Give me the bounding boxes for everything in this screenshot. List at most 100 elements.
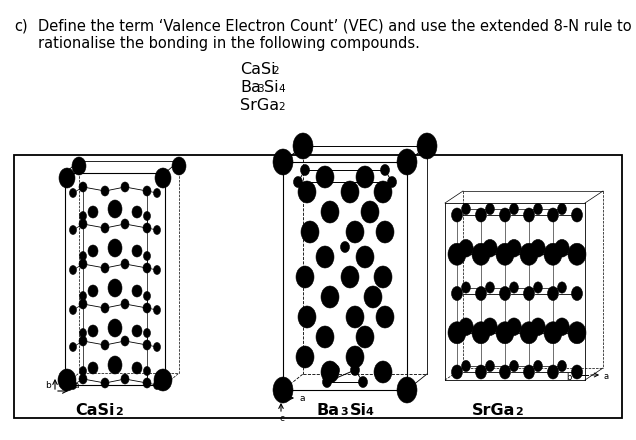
Ellipse shape [499, 365, 511, 379]
Ellipse shape [101, 263, 109, 273]
Ellipse shape [534, 360, 543, 372]
Ellipse shape [387, 176, 396, 187]
Ellipse shape [316, 246, 334, 268]
Ellipse shape [153, 225, 160, 235]
Ellipse shape [361, 201, 379, 223]
Ellipse shape [79, 219, 87, 229]
Ellipse shape [79, 259, 87, 269]
Ellipse shape [472, 243, 490, 265]
Ellipse shape [448, 243, 466, 265]
Ellipse shape [452, 208, 462, 222]
Ellipse shape [121, 374, 129, 384]
Ellipse shape [531, 318, 545, 336]
Ellipse shape [298, 181, 316, 203]
Ellipse shape [155, 168, 171, 188]
Ellipse shape [397, 377, 417, 403]
Ellipse shape [356, 166, 374, 188]
Text: 3: 3 [257, 84, 264, 94]
Ellipse shape [316, 326, 334, 348]
Ellipse shape [59, 168, 75, 188]
Ellipse shape [293, 133, 313, 159]
Text: Define the term ‘Valence Electron Count’ (VEC) and use the extended 8-N rule to: Define the term ‘Valence Electron Count’… [38, 18, 632, 33]
Ellipse shape [483, 239, 497, 257]
Ellipse shape [80, 329, 86, 337]
Ellipse shape [572, 208, 583, 222]
Ellipse shape [486, 282, 494, 293]
Ellipse shape [356, 246, 374, 268]
Ellipse shape [417, 133, 437, 159]
Text: b: b [567, 373, 572, 381]
Ellipse shape [79, 336, 87, 346]
Ellipse shape [101, 378, 109, 388]
Ellipse shape [555, 239, 569, 257]
Ellipse shape [544, 243, 562, 265]
Ellipse shape [121, 182, 129, 192]
Ellipse shape [143, 263, 151, 273]
Ellipse shape [143, 223, 151, 233]
Ellipse shape [121, 259, 129, 269]
Text: a: a [73, 381, 78, 390]
Text: SrGa: SrGa [240, 98, 279, 113]
Ellipse shape [548, 208, 558, 222]
Ellipse shape [144, 329, 151, 337]
Ellipse shape [88, 206, 98, 218]
Ellipse shape [143, 378, 151, 388]
Ellipse shape [523, 365, 534, 379]
Ellipse shape [572, 286, 583, 301]
Ellipse shape [79, 299, 87, 309]
Ellipse shape [483, 318, 497, 336]
Ellipse shape [558, 360, 567, 372]
Ellipse shape [534, 203, 543, 215]
Text: SrGa: SrGa [472, 403, 515, 418]
Ellipse shape [364, 286, 382, 308]
Ellipse shape [101, 303, 109, 313]
Ellipse shape [331, 364, 340, 375]
Ellipse shape [108, 279, 122, 297]
Ellipse shape [132, 362, 142, 374]
Ellipse shape [69, 381, 76, 389]
Ellipse shape [132, 325, 142, 337]
Bar [14, 155, 622, 418]
Ellipse shape [293, 176, 303, 187]
Ellipse shape [144, 367, 151, 375]
Ellipse shape [172, 157, 186, 175]
Ellipse shape [558, 282, 567, 293]
Ellipse shape [80, 252, 86, 260]
Ellipse shape [374, 266, 392, 288]
Ellipse shape [88, 325, 98, 337]
Ellipse shape [101, 340, 109, 350]
Ellipse shape [298, 306, 316, 328]
Ellipse shape [273, 149, 293, 175]
Ellipse shape [88, 285, 98, 297]
Text: Ba: Ba [240, 80, 261, 95]
Ellipse shape [321, 201, 339, 223]
Ellipse shape [476, 286, 487, 301]
Ellipse shape [496, 322, 514, 344]
Text: 2: 2 [515, 407, 523, 417]
Ellipse shape [452, 365, 462, 379]
Ellipse shape [448, 322, 466, 344]
Ellipse shape [108, 319, 122, 337]
Ellipse shape [397, 149, 417, 175]
Text: rationalise the bonding in the following compounds.: rationalise the bonding in the following… [38, 36, 420, 51]
Ellipse shape [300, 165, 310, 176]
Text: CaSi: CaSi [76, 403, 115, 418]
Ellipse shape [346, 346, 364, 368]
Text: b: b [45, 381, 51, 390]
Ellipse shape [462, 203, 471, 215]
Text: Ba: Ba [317, 403, 340, 418]
Text: 4: 4 [278, 84, 285, 94]
Ellipse shape [356, 326, 374, 348]
Ellipse shape [296, 346, 314, 368]
Ellipse shape [101, 223, 109, 233]
Ellipse shape [154, 369, 172, 391]
Ellipse shape [69, 225, 76, 235]
Text: Si: Si [264, 80, 279, 95]
Ellipse shape [534, 282, 543, 293]
Ellipse shape [121, 299, 129, 309]
Ellipse shape [69, 305, 76, 315]
Text: a: a [604, 371, 609, 381]
Ellipse shape [143, 303, 151, 313]
Ellipse shape [153, 265, 160, 275]
Ellipse shape [472, 322, 490, 344]
